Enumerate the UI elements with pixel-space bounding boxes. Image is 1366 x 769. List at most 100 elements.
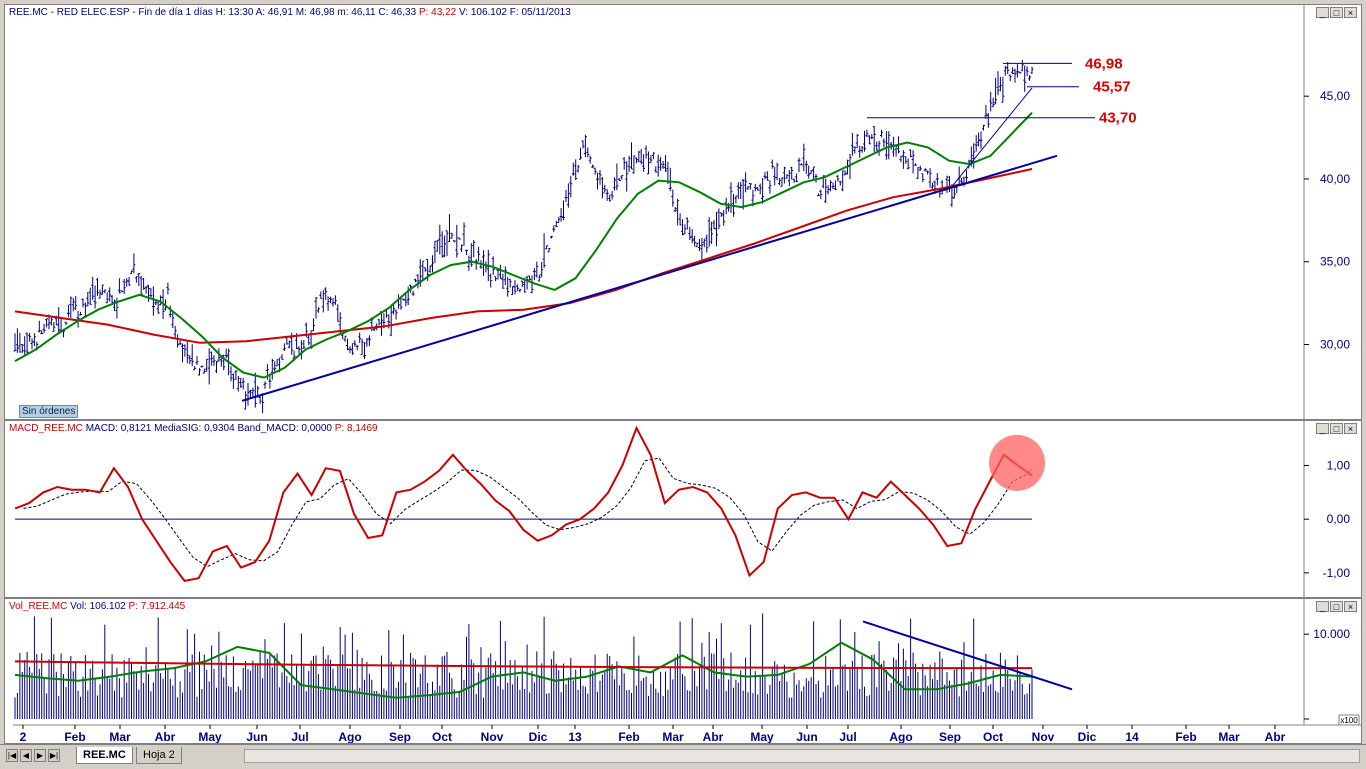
price-bar	[200, 365, 204, 368]
price-bar	[275, 359, 279, 367]
ma-short-line	[14, 112, 1033, 379]
last-sheet-button[interactable]: ▶|	[48, 749, 60, 762]
price-bar	[86, 292, 90, 307]
price-bar	[911, 150, 915, 174]
price-bar	[263, 381, 267, 389]
price-bar	[867, 135, 871, 145]
price-axis-label-2: 40,00	[1320, 172, 1350, 186]
tab-ree-mc[interactable]: REE.MC	[76, 747, 133, 764]
orders-status-badge[interactable]: Sin órdenes	[19, 405, 79, 418]
price-bar	[656, 154, 660, 177]
maximize-button[interactable]: □	[1330, 601, 1343, 612]
price-bar	[40, 330, 44, 335]
price-bar	[176, 334, 180, 348]
price-bar	[799, 163, 803, 166]
price-bar	[498, 264, 502, 279]
price-bar	[787, 170, 791, 187]
price-bar	[979, 131, 983, 149]
price-bar	[193, 366, 197, 371]
price-bar	[360, 338, 364, 356]
price-bar	[588, 155, 592, 164]
price-bar	[156, 301, 160, 314]
price-chart[interactable]: 30,00 35,00 40,00 45,00 46,98 45,57 43,70	[5, 5, 1361, 419]
price-bar	[906, 158, 910, 170]
price-bar	[853, 146, 857, 154]
price-bar	[173, 326, 177, 339]
price-bar	[894, 144, 898, 157]
price-bar	[314, 297, 318, 319]
price-bar	[482, 250, 485, 276]
minimize-button[interactable]: _	[1316, 601, 1329, 612]
price-bar	[535, 261, 539, 278]
price-bar	[188, 355, 192, 365]
x-axis-label-23: Dic	[1078, 730, 1097, 743]
close-button[interactable]: ×	[1344, 423, 1357, 434]
low-label: m: 46,11	[337, 7, 376, 18]
trendline-main	[241, 154, 1058, 402]
price-bar	[508, 278, 512, 288]
first-sheet-button[interactable]: |◀	[6, 749, 18, 762]
maximize-button[interactable]: □	[1330, 423, 1343, 434]
price-bar	[816, 193, 820, 197]
macd-chart[interactable]: 1,00 0,00 -1,00	[5, 421, 1361, 597]
price-bar	[389, 304, 393, 337]
price-bar	[253, 372, 257, 408]
price-bar	[904, 156, 908, 164]
price-bar	[712, 220, 716, 230]
price-bar	[416, 274, 420, 289]
price-bar	[982, 124, 985, 131]
price-bar	[756, 187, 760, 191]
price-bar	[661, 161, 665, 169]
macd-name-label: MACD_REE.MC	[9, 423, 83, 434]
price-bar	[542, 233, 546, 268]
close-button[interactable]: ×	[1344, 7, 1357, 18]
price-bar	[872, 126, 876, 153]
price-bar	[246, 383, 250, 406]
price-bar	[205, 358, 209, 372]
next-sheet-button[interactable]: ▶	[34, 749, 46, 762]
volume-chart[interactable]: 10.0000x1002FebMarAbrMayJunJulAgoSepOctN…	[5, 599, 1361, 743]
volume-label: V: 106.102	[458, 7, 507, 18]
minimize-button[interactable]: _	[1316, 423, 1329, 434]
price-bar	[654, 166, 658, 173]
price-bar	[100, 284, 104, 295]
price-bar	[581, 140, 585, 149]
macd-highlight-circle	[989, 434, 1045, 491]
price-bar	[921, 173, 925, 183]
price-bar	[268, 373, 272, 389]
signal-value-label: MediaSIG: 0,9304	[154, 423, 235, 434]
price-bar	[265, 364, 269, 380]
price-bar	[88, 287, 92, 305]
price-bar	[207, 348, 211, 385]
volume-pane-window-buttons: _ □ ×	[1316, 601, 1357, 612]
price-bar	[710, 221, 714, 244]
macd-axis-label-2: -1,00	[1323, 566, 1351, 580]
price-bar	[931, 182, 934, 189]
price-bar	[1011, 67, 1015, 75]
horizontal-scrollbar[interactable]	[244, 749, 1360, 763]
price-bar	[615, 163, 619, 191]
price-bar	[965, 169, 968, 182]
price-bar	[622, 157, 626, 170]
price-bar	[215, 361, 218, 373]
price-bar	[855, 134, 859, 149]
price-bar	[552, 225, 556, 233]
price-bar	[515, 284, 519, 291]
symbol-label: REE.MC	[9, 7, 48, 18]
price-bar	[484, 261, 488, 273]
macd-pane: MACD_REE.MC MACD: 0,8121 MediaSIG: 0,930…	[4, 420, 1362, 598]
macd-line	[14, 425, 1033, 582]
level-label-1: 45,57	[1093, 79, 1131, 96]
maximize-button[interactable]: □	[1330, 7, 1343, 18]
tab-hoja-2[interactable]: Hoja 2	[136, 747, 182, 764]
price-bar	[443, 235, 447, 258]
minimize-button[interactable]: _	[1316, 7, 1329, 18]
price-bar	[812, 166, 816, 180]
volume-pane: Vol_REE.MC Vol: 106.102 P: 7.912.445 _ □…	[4, 598, 1362, 744]
close-button[interactable]: ×	[1344, 601, 1357, 612]
price-bar	[302, 340, 306, 349]
price-bar	[537, 274, 541, 282]
prev-sheet-button[interactable]: ◀	[20, 749, 32, 762]
price-bar	[625, 161, 629, 192]
price-bar	[984, 104, 988, 119]
